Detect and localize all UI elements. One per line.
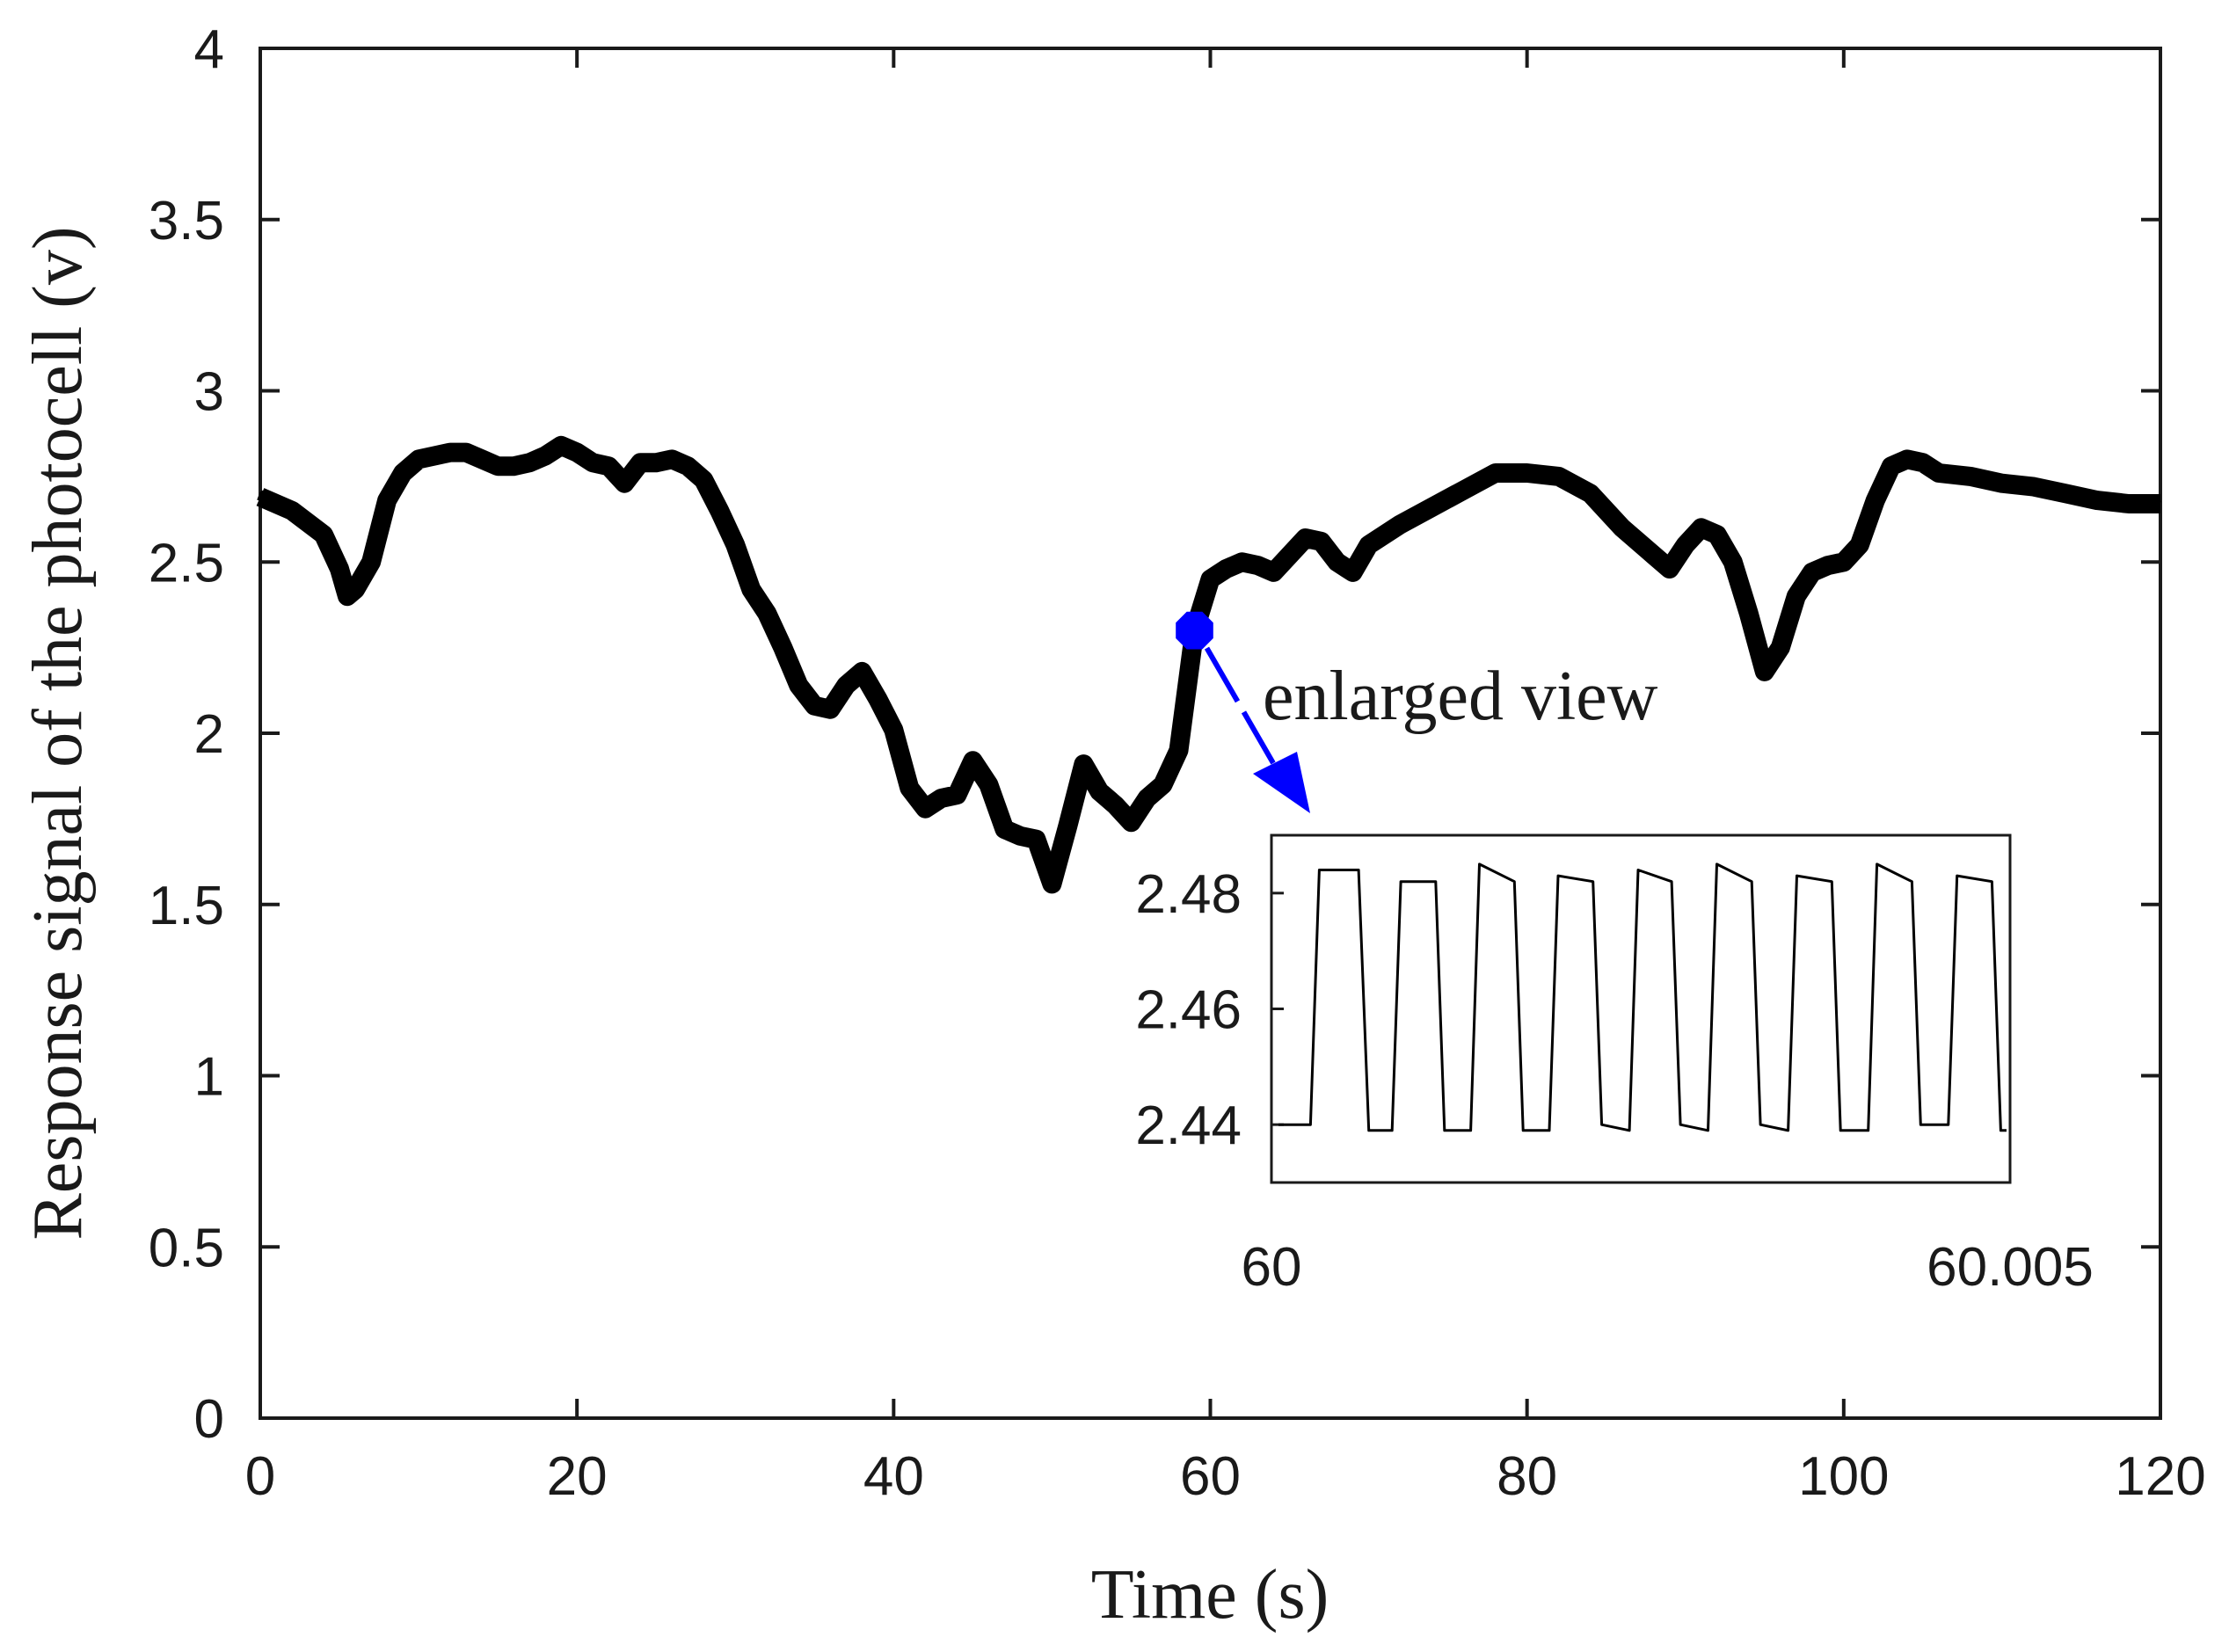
inset-y-tick-label: 2.46	[1135, 980, 1242, 1041]
x-tick-label: 60	[1180, 1446, 1241, 1507]
y-tick-label: 4	[194, 19, 224, 80]
inset-y-tick-label: 2.44	[1135, 1095, 1242, 1156]
x-axis-title: Time (s)	[1091, 1556, 1329, 1634]
x-tick-label: 80	[1497, 1446, 1557, 1507]
arrow-shaft	[1204, 646, 1276, 765]
annotation-arrow	[1204, 646, 1310, 813]
inset-y-tick-label: 2.48	[1135, 864, 1242, 925]
x-tick-label: 20	[547, 1446, 608, 1507]
x-tick-label: 0	[245, 1446, 275, 1507]
arrow-head	[1253, 752, 1310, 813]
enlarged-point-marker	[1176, 611, 1213, 650]
signal-noise	[257, 438, 2161, 892]
inset-x-tick-label: 60	[1242, 1237, 1302, 1298]
inset-plot-frame	[1270, 833, 2012, 1184]
annotation-label: enlarged view	[1263, 658, 1658, 735]
inset-series	[1278, 862, 2007, 1132]
y-tick-label: 0.5	[149, 1218, 224, 1278]
main-plot-frame	[259, 47, 2162, 1420]
y-tick-label: 1.5	[149, 876, 224, 936]
y-tick-label: 3.5	[149, 191, 224, 251]
inset-signal-line	[1278, 862, 2007, 1132]
y-axis-title: Response signal of the photocell (v)	[19, 226, 97, 1240]
y-tick-label: 3	[194, 362, 224, 423]
y-tick-label: 0	[194, 1389, 224, 1450]
inset-tick-labels: 2.44 2.46 2.48 60 60.005	[1135, 864, 2093, 1298]
y-tick-label: 2.5	[149, 533, 224, 593]
x-tick-label: 120	[2115, 1446, 2205, 1507]
y-tick-label: 1	[194, 1047, 224, 1108]
main-ticks	[259, 47, 2162, 1420]
main-tick-labels: 0 20 40 60 80 100 120 0 0.5 1 1.5 2 2.5 3 3.5 4	[149, 19, 2206, 1507]
x-tick-label: 100	[1798, 1446, 1889, 1507]
x-tick-label: 40	[863, 1446, 924, 1507]
main-series	[256, 435, 2161, 894]
inset-x-tick-label: 60.005	[1927, 1237, 2094, 1298]
y-tick-label: 2	[194, 704, 224, 765]
